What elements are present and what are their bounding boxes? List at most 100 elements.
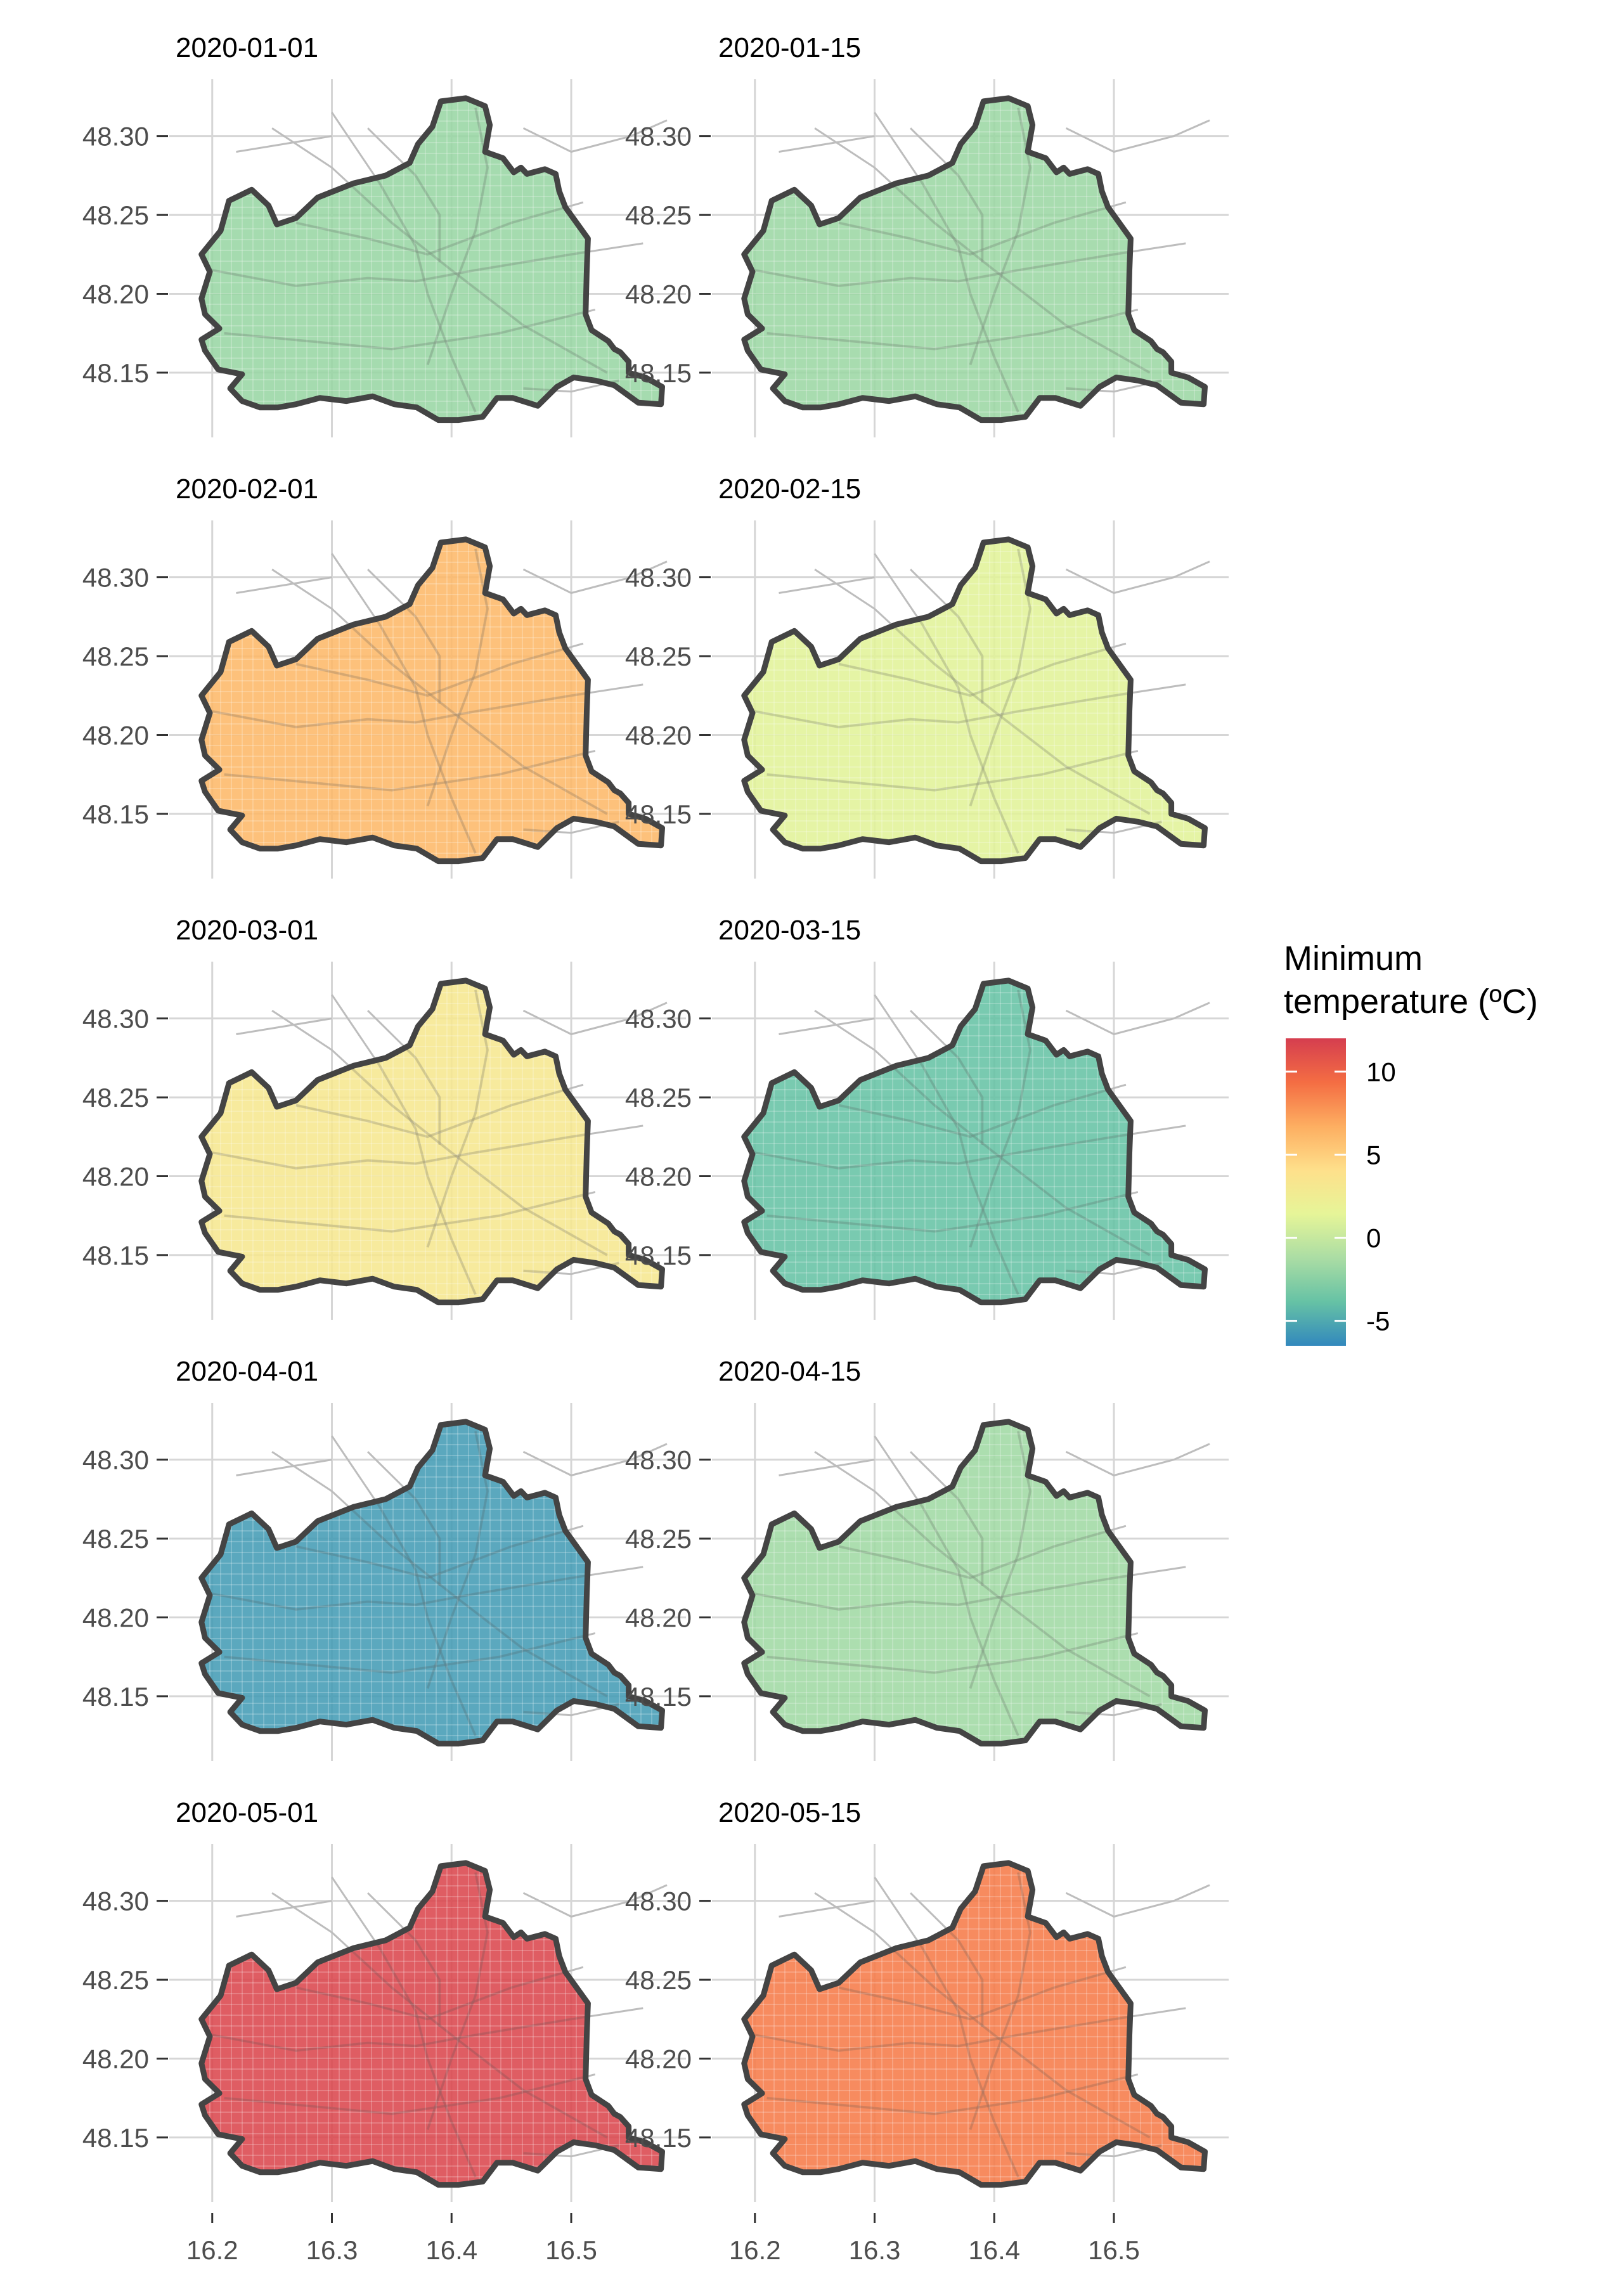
road-line — [1065, 1002, 1210, 1036]
road-line — [1065, 1443, 1210, 1477]
temperature-fill — [201, 539, 663, 861]
temperature-fill — [744, 1421, 1205, 1744]
road-overlay — [838, 1966, 1127, 2021]
y-tick-label: 48.15 — [625, 2123, 692, 2153]
road-overlay — [766, 1190, 1139, 1233]
road-line — [779, 1459, 875, 1476]
temperature-fill — [744, 1862, 1205, 2185]
road-overlay — [224, 1632, 596, 1674]
road-overlay — [212, 1124, 643, 1170]
road-overlay — [295, 642, 584, 697]
city-boundary — [741, 977, 1208, 1306]
map-panel-2020-01-15: 2020-01-15 48.30 48.25 48.20 48.15 — [625, 32, 1229, 437]
y-tick-label: 48.30 — [625, 122, 692, 152]
panel-title: 2020-02-01 — [176, 474, 318, 505]
y-tick-label: 48.15 — [625, 1682, 692, 1712]
map-panels: 2020-01-0148.3048.2548.2048.152020-01-15… — [82, 32, 1229, 2202]
city-boundary — [198, 977, 665, 1306]
temperature-fill — [201, 98, 663, 420]
legend-tick-label: 10 — [1366, 1057, 1396, 1087]
road-overlay — [754, 1565, 1186, 1611]
map-panel-2020-05-15: 2020-05-15 48.30 48.25 48.20 48.15 — [625, 1797, 1229, 2202]
panel-title: 2020-02-15 — [718, 474, 861, 505]
y-tick-label: 48.30 — [625, 1886, 692, 1916]
x-tick-label: 16.4 — [968, 2235, 1020, 2265]
x-axis: 16.2 16.3 16.4 16.5 16.2 16.3 16.4 16.5 — [186, 2213, 1140, 2265]
y-tick-label: 48.15 — [82, 1241, 149, 1270]
panel-title: 2020-05-15 — [718, 1797, 861, 1828]
road-line — [236, 576, 332, 594]
panel-title: 2020-03-15 — [718, 915, 861, 946]
y-tick-label: 48.25 — [82, 1524, 149, 1554]
y-tick-label: 48.20 — [625, 1161, 692, 1191]
x-tick-label: 16.5 — [1088, 2235, 1140, 2265]
road-overlay — [766, 2073, 1139, 2115]
road-overlay — [754, 683, 1186, 729]
road-line — [1065, 119, 1210, 153]
y-tick-label: 48.15 — [82, 2123, 149, 2153]
legend-title-line-2: temperature (ºC) — [1284, 983, 1538, 1021]
city-boundary — [198, 1419, 665, 1747]
city-boundary — [198, 1860, 665, 2188]
legend-tick-label: 0 — [1366, 1223, 1381, 1253]
road-line — [236, 1459, 332, 1476]
x-axis-col-2: 16.2 16.3 16.4 16.5 — [729, 2213, 1140, 2265]
y-tick-label: 48.25 — [82, 1083, 149, 1113]
y-tick-label: 48.25 — [82, 642, 149, 671]
y-tick-label: 48.25 — [82, 1965, 149, 1995]
map-panel-2020-03-15: 2020-03-15 48.30 48.25 48.20 48.15 — [625, 915, 1229, 1320]
y-tick-label: 48.15 — [625, 1241, 692, 1270]
road-line — [236, 135, 332, 153]
road-line — [1065, 1884, 1210, 1918]
temperature-fill — [201, 980, 663, 1303]
city-boundary — [741, 1860, 1208, 2188]
y-tick-label: 48.20 — [82, 1161, 149, 1191]
road-line — [779, 135, 875, 153]
map-panel-2020-05-01: 2020-05-01 48.30 48.25 48.20 48.15 — [82, 1797, 686, 2202]
road-overlay — [754, 1124, 1186, 1170]
road-overlay — [212, 2006, 643, 2053]
road-overlay — [295, 1083, 584, 1138]
road-overlay — [295, 201, 584, 256]
y-tick-label: 48.30 — [625, 563, 692, 593]
map-panel-2020-03-01: 2020-03-01 48.30 48.25 48.20 48.15 — [82, 915, 686, 1320]
city-boundary — [198, 536, 665, 865]
road-overlay — [766, 308, 1139, 351]
color-legend: Minimum temperature (ºC) 10 5 0 -5 — [1284, 939, 1538, 1346]
y-tick-label: 48.25 — [82, 200, 149, 230]
city-boundary — [741, 536, 1208, 865]
road-overlay — [838, 642, 1127, 697]
temperature-fill — [744, 98, 1205, 420]
road-overlay — [224, 1190, 596, 1233]
map-panel-2020-01-01: 2020-01-01 48.30 48.25 48.20 48.15 — [82, 32, 686, 437]
y-tick-label: 48.20 — [625, 1603, 692, 1632]
y-tick-label: 48.20 — [82, 2044, 149, 2073]
map-panel-2020-04-15: 2020-04-15 48.30 48.25 48.20 48.15 — [625, 1356, 1229, 1761]
road-overlay — [224, 749, 596, 792]
y-tick-label: 48.30 — [82, 122, 149, 152]
road-overlay — [766, 749, 1139, 792]
road-overlay — [838, 1083, 1127, 1138]
temperature-fill — [201, 1862, 663, 2185]
y-tick-label: 48.25 — [625, 1083, 692, 1113]
x-tick-label: 16.2 — [186, 2235, 238, 2265]
y-tick-label: 48.20 — [82, 279, 149, 309]
temperature-fill — [744, 980, 1205, 1303]
x-tick-label: 16.3 — [849, 2235, 901, 2265]
temperature-fill — [744, 539, 1205, 861]
road-overlay — [838, 201, 1127, 256]
y-tick-label: 48.20 — [625, 2044, 692, 2073]
road-line — [522, 119, 668, 153]
y-tick-label: 48.15 — [82, 799, 149, 829]
y-tick-label: 48.15 — [625, 799, 692, 829]
y-tick-label: 48.20 — [82, 1603, 149, 1632]
y-tick-label: 48.25 — [625, 1965, 692, 1995]
panel-title: 2020-03-01 — [176, 915, 318, 946]
x-axis-col-1: 16.2 16.3 16.4 16.5 — [186, 2213, 597, 2265]
y-tick-label: 48.15 — [82, 358, 149, 388]
road-line — [522, 1002, 668, 1036]
road-overlay — [212, 683, 643, 729]
y-tick-label: 48.25 — [625, 642, 692, 671]
y-tick-label: 48.20 — [625, 720, 692, 750]
y-tick-label: 48.30 — [82, 1886, 149, 1916]
